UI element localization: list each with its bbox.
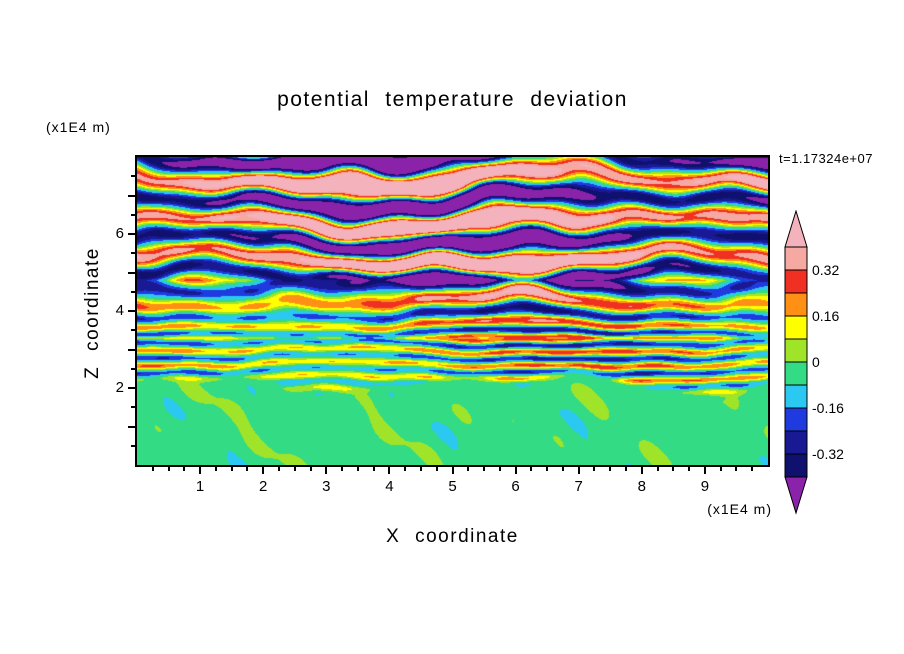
x-minor-tick <box>672 467 675 471</box>
x-minor-tick <box>214 467 217 471</box>
x-minor-tick <box>546 467 549 471</box>
x-minor-tick <box>688 467 691 471</box>
colorbar-tick-label: 0.32 <box>812 262 840 278</box>
colorbar-tick-label: 0.16 <box>812 308 840 324</box>
colorbar-tick-label: 0 <box>812 354 820 370</box>
y-tick-label: 6 <box>115 225 124 242</box>
y-tick-label: 2 <box>115 379 124 396</box>
x-tick-label: 9 <box>700 478 710 495</box>
x-minor-tick <box>230 467 233 471</box>
colorbar-segment <box>784 430 808 455</box>
colorbar-segment <box>784 292 808 317</box>
x-tick-label: 5 <box>448 478 457 495</box>
colorbar-segment <box>784 453 808 478</box>
x-minor-tick <box>293 467 296 471</box>
plot-area <box>135 155 770 467</box>
x-tick-label: 2 <box>259 478 268 495</box>
colorbar-segment <box>784 407 808 432</box>
x-minor-tick <box>467 467 470 471</box>
x-minor-tick <box>246 467 249 471</box>
colorbar-below-arrow <box>784 476 808 515</box>
colorbar-segment <box>784 315 808 340</box>
y-minor-tick <box>131 406 135 409</box>
x-minor-tick <box>309 467 312 471</box>
x-major-tick <box>451 467 454 474</box>
colorbar-tick-label: -0.16 <box>812 400 844 416</box>
x-minor-tick <box>751 467 754 471</box>
x-minor-tick <box>735 467 738 471</box>
x-minor-tick <box>183 467 186 471</box>
x-tick-label: 7 <box>574 478 583 495</box>
x-axis-unit-label: (x1E4 m) <box>707 501 772 517</box>
y-major-tick <box>128 348 135 351</box>
y-minor-tick <box>131 290 135 293</box>
y-major-tick <box>128 233 135 235</box>
y-major-tick <box>128 387 135 389</box>
x-major-tick <box>262 467 265 474</box>
x-major-tick <box>640 467 643 474</box>
x-minor-tick <box>561 467 564 471</box>
x-minor-tick <box>719 467 722 471</box>
y-minor-tick <box>131 367 135 370</box>
x-major-tick <box>703 467 706 474</box>
y-minor-tick <box>131 213 135 216</box>
x-minor-tick <box>609 467 612 471</box>
y-minor-tick <box>131 329 135 332</box>
x-minor-tick <box>277 467 280 471</box>
y-major-tick <box>128 194 135 197</box>
y-major-tick <box>128 310 135 312</box>
time-stamp-label: t=1.17324e+07 <box>779 151 873 166</box>
x-minor-tick <box>435 467 438 471</box>
colorbar-segment <box>784 384 808 409</box>
colorbar <box>784 210 808 515</box>
x-major-tick <box>514 467 517 474</box>
y-axis-unit-label: (x1E4 m) <box>46 119 111 135</box>
x-axis-title: X coordinate <box>386 526 519 547</box>
x-minor-tick <box>656 467 659 471</box>
x-minor-tick <box>625 467 628 471</box>
colorbar-segment <box>784 246 808 271</box>
y-minor-tick <box>131 444 135 447</box>
x-minor-tick <box>498 467 501 471</box>
x-tick-label: 1 <box>195 478 205 495</box>
x-major-tick <box>577 467 580 474</box>
x-minor-tick <box>341 467 344 471</box>
x-minor-tick <box>530 467 533 471</box>
x-tick-label: 4 <box>385 478 394 495</box>
y-minor-tick <box>131 252 135 255</box>
x-major-tick <box>388 467 391 474</box>
colorbar-above-arrow <box>784 210 808 248</box>
x-tick-label: 3 <box>322 478 331 495</box>
chart-title: potential temperature deviation <box>277 88 628 111</box>
y-major-tick <box>128 271 135 274</box>
colorbar-segment <box>784 338 808 363</box>
x-minor-tick <box>404 467 407 471</box>
y-minor-tick <box>131 175 135 178</box>
y-tick-label: 4 <box>115 302 124 319</box>
colorbar-tick-label: -0.32 <box>812 446 844 462</box>
colorbar-segment <box>784 269 808 294</box>
x-tick-label: 8 <box>637 478 646 495</box>
x-minor-tick <box>372 467 375 471</box>
y-major-tick <box>128 425 135 428</box>
x-minor-tick <box>419 467 422 471</box>
x-major-tick <box>199 467 202 474</box>
x-minor-tick <box>483 467 486 471</box>
x-major-tick <box>325 467 328 474</box>
x-minor-tick <box>167 467 170 471</box>
x-minor-tick <box>593 467 596 471</box>
x-minor-tick <box>151 467 154 471</box>
field-canvas <box>137 157 768 465</box>
x-minor-tick <box>356 467 359 471</box>
x-tick-label: 6 <box>511 478 520 495</box>
colorbar-segment <box>784 361 808 386</box>
